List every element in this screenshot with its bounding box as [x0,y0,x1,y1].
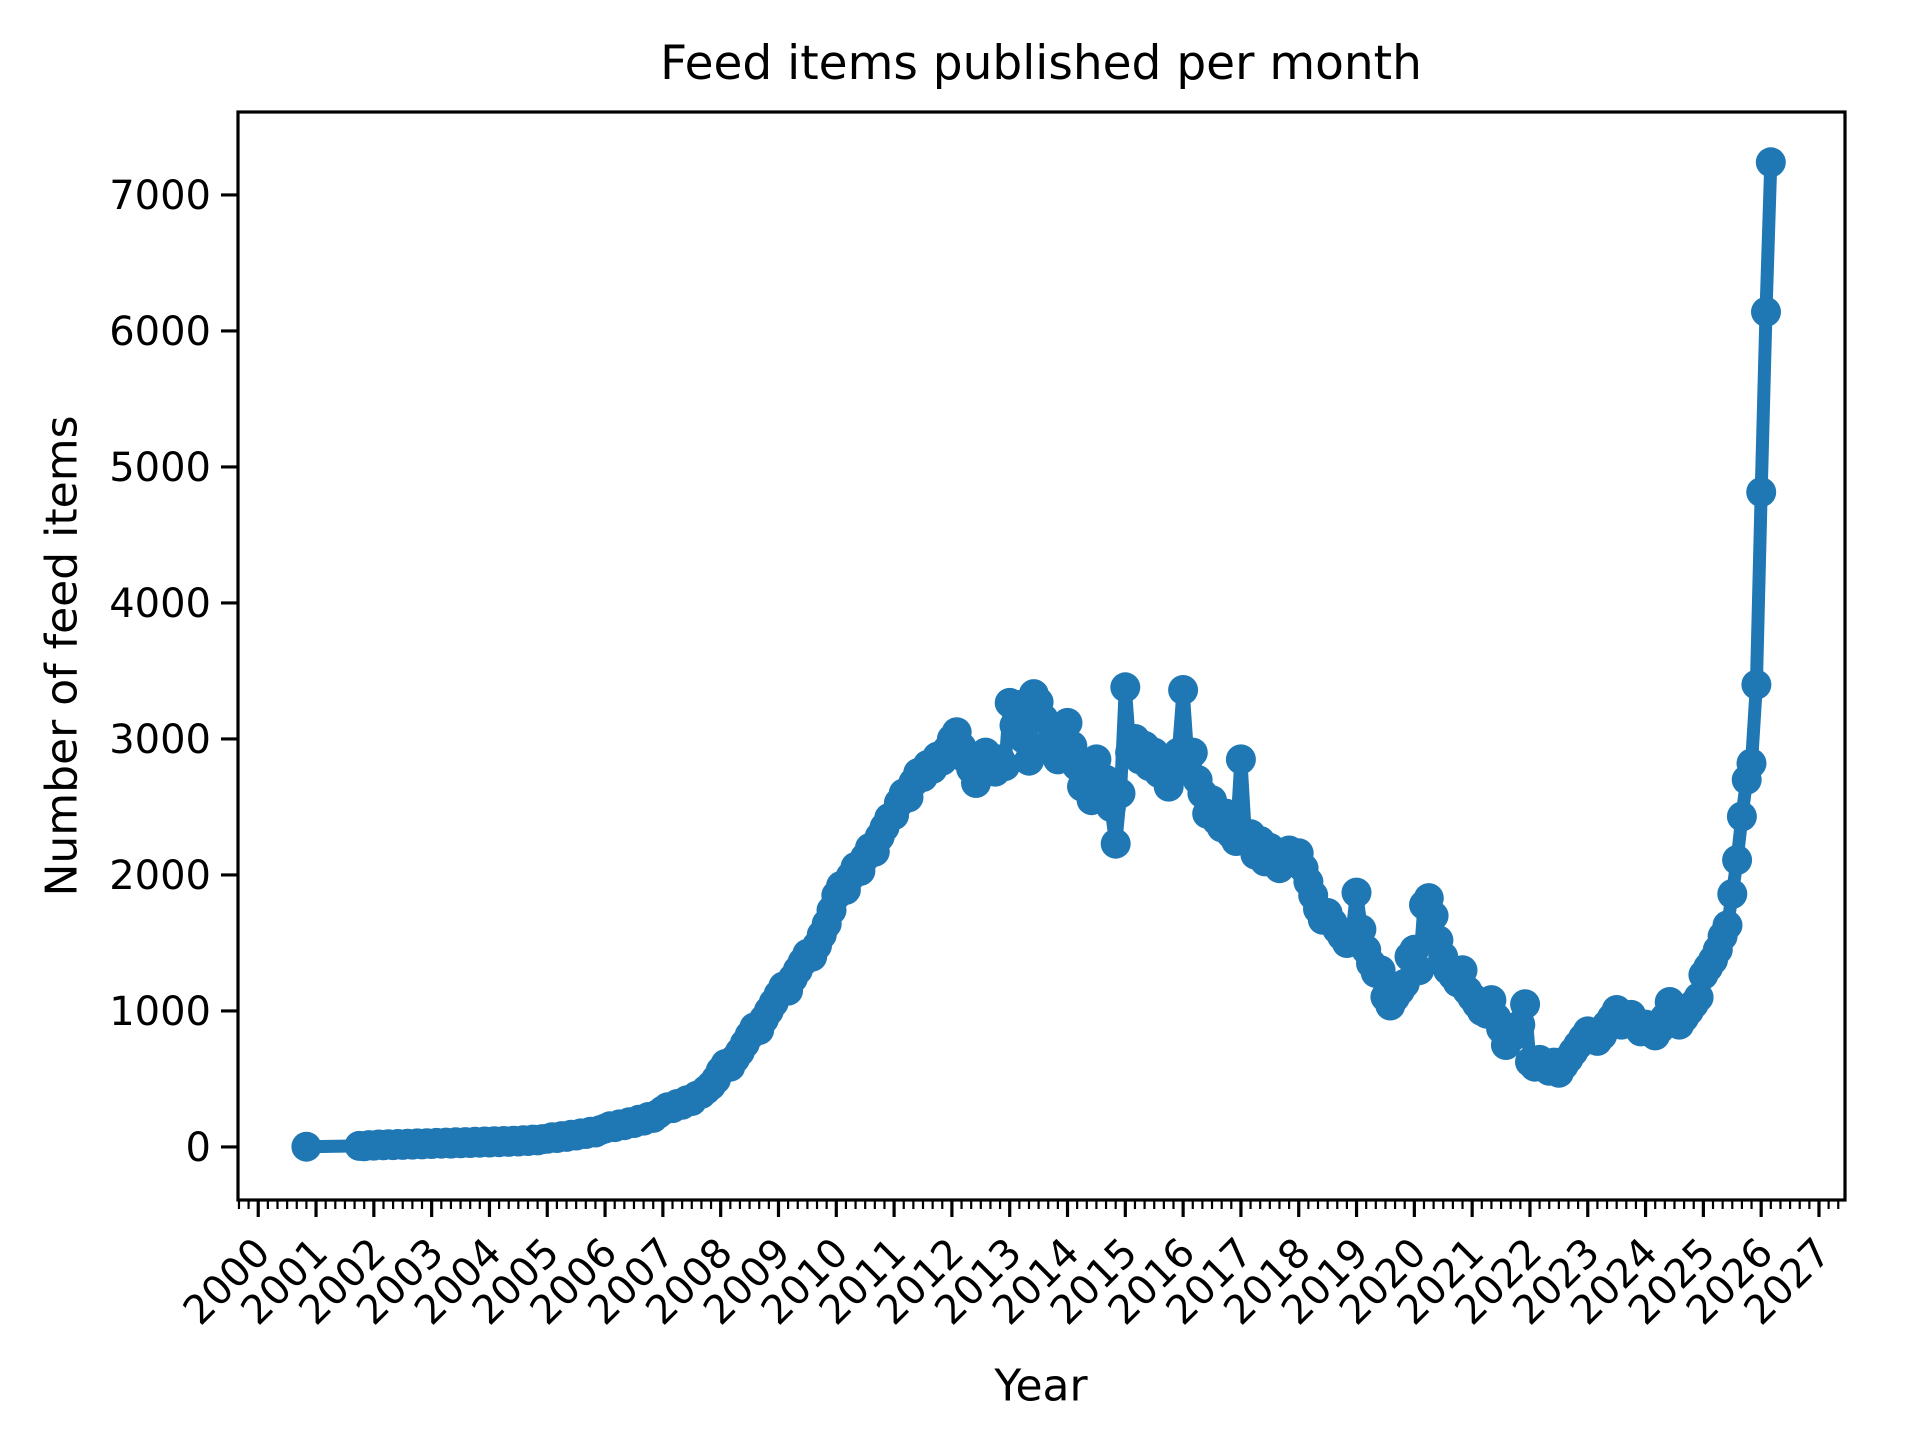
data-point-marker [1225,744,1256,775]
y-tick-label: 3000 [109,717,211,763]
y-tick-label: 7000 [109,173,211,219]
y-tick-label: 6000 [109,309,211,355]
data-point-marker [291,1131,322,1162]
data-point-marker [1722,845,1753,875]
data-point-marker [1418,900,1449,931]
x-axis-label: Year [994,1360,1088,1412]
data-point-marker [1365,955,1396,986]
data-point-marker [989,751,1020,782]
data-point-marker [1404,955,1435,986]
data-point-marker [1726,801,1757,832]
y-tick-label: 2000 [109,853,211,899]
data-point-marker [1110,672,1141,703]
data-point-marker [1100,828,1131,859]
data-point-marker [1341,877,1372,908]
data-point-marker [1177,737,1208,768]
data-point-marker [1755,147,1786,178]
data-point-marker [1746,477,1777,508]
y-tick-label: 1000 [109,989,211,1035]
data-point-marker [1741,669,1772,700]
data-point-marker [1510,989,1541,1020]
data-point-marker [1751,296,1781,327]
data-point-marker [1717,879,1748,909]
data-point-marker [1052,707,1083,738]
chart-title: Feed items published per month [660,36,1422,91]
y-axis-label: Number of feed items [36,415,88,897]
data-line [299,155,1778,1154]
data-point-marker [1168,675,1199,705]
y-tick-label: 4000 [109,581,211,627]
data-point-marker [1712,910,1743,941]
data-point-marker [1105,778,1136,809]
plot-border [236,110,1847,1202]
data-point-marker [1736,748,1767,779]
data-markers [291,147,1786,1162]
y-tick-label: 5000 [109,445,211,491]
data-point-marker [1683,982,1714,1013]
y-tick-label: 0 [186,1125,211,1171]
